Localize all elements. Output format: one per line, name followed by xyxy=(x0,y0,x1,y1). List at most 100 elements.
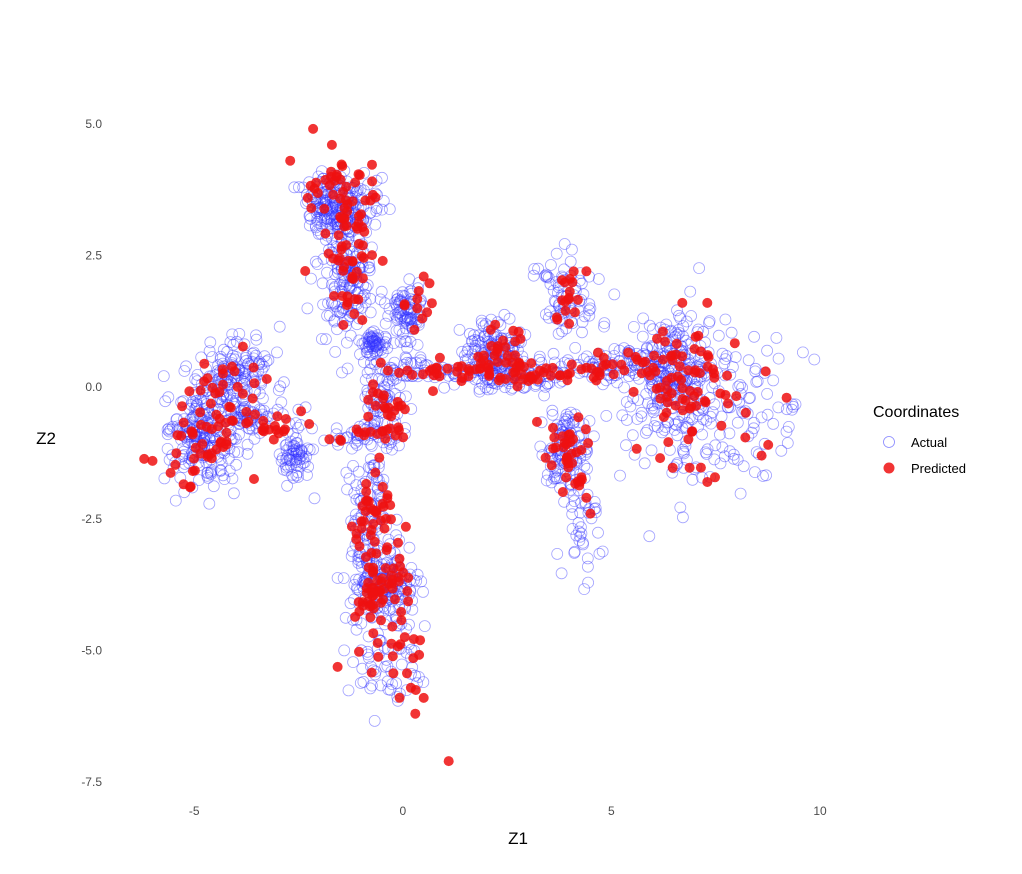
actual-point xyxy=(750,376,763,388)
actual-point xyxy=(719,353,732,366)
actual-point xyxy=(475,314,488,327)
actual-point xyxy=(686,413,699,426)
actual-point xyxy=(323,309,336,322)
actual-point xyxy=(479,381,492,394)
predicted-point xyxy=(304,419,315,429)
actual-point xyxy=(551,548,564,560)
actual-point xyxy=(202,471,214,484)
actual-point xyxy=(292,421,304,434)
actual-point xyxy=(376,374,389,387)
y-axis-title: Z2 xyxy=(36,429,56,448)
actual-point xyxy=(731,416,744,429)
actual-point xyxy=(253,387,266,400)
predicted-point xyxy=(357,273,368,284)
predicted-point xyxy=(671,338,682,349)
predicted-point xyxy=(393,425,404,436)
actual-point xyxy=(547,347,560,360)
actual-point xyxy=(673,327,686,339)
predicted-point xyxy=(500,374,511,384)
actual-point xyxy=(370,332,383,345)
actual-point xyxy=(474,337,487,349)
actual-point xyxy=(157,370,170,383)
predicted-point xyxy=(202,373,213,384)
actual-point xyxy=(253,356,266,368)
predicted-point xyxy=(261,374,272,384)
actual-point xyxy=(296,457,309,470)
actual-point xyxy=(410,356,423,369)
actual-point xyxy=(808,353,821,366)
predicted-point xyxy=(372,388,383,399)
predicted-point xyxy=(572,294,583,305)
predicted-point xyxy=(677,394,688,404)
predicted-point xyxy=(413,286,424,296)
actual-point xyxy=(309,221,322,234)
actual-point xyxy=(348,487,361,500)
predicted-point xyxy=(308,123,319,134)
predicted-point xyxy=(651,383,662,394)
actual-point xyxy=(276,452,289,465)
predicted-point xyxy=(214,387,225,398)
predicted-point xyxy=(443,756,454,767)
actual-point xyxy=(391,313,403,326)
actual-point xyxy=(161,423,174,436)
actual-point xyxy=(714,457,727,470)
actual-point xyxy=(647,406,660,419)
actual-point xyxy=(226,328,239,341)
predicted-point xyxy=(196,419,206,430)
predicted-point xyxy=(695,462,706,473)
actual-point xyxy=(292,448,305,461)
actual-point xyxy=(273,320,286,333)
actual-point xyxy=(720,350,733,362)
predicted-point xyxy=(426,298,437,309)
actual-point xyxy=(233,428,245,441)
predicted-point xyxy=(217,364,228,375)
actual-point xyxy=(282,449,295,462)
actual-point xyxy=(598,317,611,330)
actual-point xyxy=(353,334,366,347)
actual-point xyxy=(575,527,588,540)
actual-point xyxy=(677,443,689,456)
predicted-point xyxy=(311,177,322,188)
actual-point xyxy=(363,264,376,277)
actual-point xyxy=(376,339,389,352)
predicted-point xyxy=(361,478,372,489)
actual-point xyxy=(545,476,558,489)
actual-point xyxy=(290,443,303,456)
predicted-point xyxy=(564,286,575,297)
actual-point xyxy=(370,340,383,353)
predicted-point xyxy=(221,439,232,450)
actual-point xyxy=(651,421,664,434)
actual-point xyxy=(308,492,321,505)
actual-point xyxy=(760,469,772,482)
predicted-point xyxy=(358,252,369,263)
actual-point xyxy=(374,343,387,356)
actual-point xyxy=(330,422,343,435)
predicted-point xyxy=(399,300,410,311)
predicted-point xyxy=(272,411,283,422)
actual-point xyxy=(363,340,376,353)
actual-point xyxy=(556,325,568,338)
actual-point xyxy=(166,420,179,433)
predicted-point xyxy=(269,421,280,431)
actual-point xyxy=(593,547,606,560)
actual-point xyxy=(343,472,356,485)
predicted-point xyxy=(386,638,397,649)
actual-point xyxy=(731,453,744,466)
actual-point xyxy=(404,335,417,348)
actual-point xyxy=(379,330,392,343)
actual-point xyxy=(719,313,732,326)
actual-point xyxy=(350,573,362,586)
predicted-point xyxy=(228,416,238,426)
actual-point xyxy=(247,346,260,359)
predicted-point xyxy=(693,330,704,341)
actual-point xyxy=(541,468,554,481)
actual-point xyxy=(206,351,219,363)
actual-point xyxy=(398,315,411,328)
actual-point xyxy=(310,207,323,220)
actual-point xyxy=(300,450,313,463)
actual-point xyxy=(392,306,405,319)
predicted-point xyxy=(372,575,383,586)
actual-point xyxy=(383,604,396,616)
actual-point xyxy=(748,416,760,429)
actual-point xyxy=(400,311,413,324)
